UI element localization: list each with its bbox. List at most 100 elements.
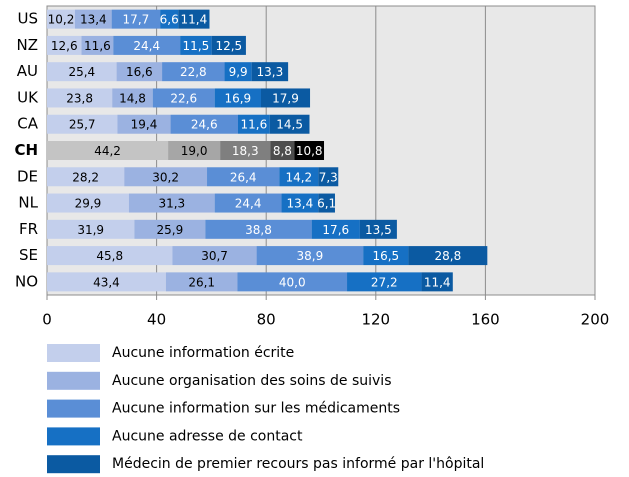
value-label: 24,6 (191, 118, 218, 132)
value-label: 24,4 (133, 39, 160, 53)
bar-segment (220, 141, 271, 160)
bar-segment (47, 141, 169, 160)
value-label: 11,5 (183, 39, 210, 53)
bar-segment (152, 88, 215, 108)
bar-segment (117, 114, 171, 134)
value-label: 14,2 (285, 170, 312, 184)
bar-segment (251, 62, 289, 82)
legend-label: Médecin de premier recours pas informé p… (112, 456, 484, 472)
bar-segment (237, 272, 348, 292)
value-label: 26,4 (230, 170, 257, 184)
bar-segment (47, 219, 135, 239)
bar-segment (134, 219, 206, 239)
bar-segment (270, 141, 295, 160)
bar-segment (279, 167, 319, 187)
bar-segment (172, 246, 257, 266)
value-label: 25,4 (68, 65, 95, 79)
value-label: 22,6 (170, 91, 197, 105)
x-tick-label: 160 (471, 311, 500, 329)
bar-segment (47, 246, 173, 266)
x-tick-label: 40 (147, 311, 166, 329)
y-tick-label: NL (18, 194, 38, 212)
value-label: 23,8 (66, 91, 93, 105)
legend-swatch (47, 455, 100, 474)
bar-segment (408, 246, 488, 266)
value-label: 13,5 (365, 223, 392, 237)
legend-label: Aucune organisation des soins de suivis (112, 373, 392, 389)
bar-segment (237, 114, 270, 134)
bar-segment (180, 35, 212, 55)
y-tick-label: SE (19, 246, 38, 264)
legend-label: Aucune information écrite (112, 345, 294, 361)
bar-segment (311, 219, 360, 239)
bar-segment (421, 272, 453, 292)
value-label: 31,3 (158, 197, 185, 211)
legend-swatch (47, 371, 100, 390)
value-label: 7,3 (319, 170, 338, 184)
value-label: 6,1 (317, 197, 336, 211)
x-tick-label: 0 (42, 311, 52, 329)
bar-segment (214, 88, 261, 108)
bar-segment (318, 167, 339, 187)
value-label: 18,3 (232, 144, 259, 158)
value-label: 19,4 (131, 118, 158, 132)
x-tick-label: 80 (257, 311, 276, 329)
bar-segment (128, 193, 215, 213)
value-label: 13,4 (287, 197, 314, 211)
y-tick-label: NZ (17, 36, 39, 54)
value-label: 25,7 (69, 118, 96, 132)
value-label: 10,8 (296, 144, 323, 158)
bar-segment (116, 62, 163, 82)
value-label: 11,6 (241, 118, 268, 132)
legend-swatch (47, 344, 100, 362)
value-label: 12,5 (215, 39, 242, 53)
value-label: 28,2 (72, 170, 99, 184)
bar-segment (47, 114, 118, 134)
bar-segment (111, 9, 161, 29)
bar-segment (170, 114, 238, 134)
value-label: 44,2 (94, 144, 121, 158)
bar-segment (205, 219, 312, 239)
value-label: 10,2 (48, 13, 75, 27)
value-label: 25,9 (157, 223, 184, 237)
value-label: 13,3 (257, 65, 284, 79)
legend-label: Aucune information sur les médicaments (112, 401, 400, 417)
bar-segment (47, 35, 82, 55)
value-label: 26,1 (188, 275, 215, 289)
value-label: 13,4 (80, 13, 107, 27)
value-label: 14,8 (119, 91, 146, 105)
bar-segment (47, 167, 125, 187)
x-tick-label: 120 (361, 311, 390, 329)
value-label: 14,5 (276, 118, 303, 132)
y-tick-label: NO (15, 272, 38, 290)
bar-segment (81, 35, 114, 55)
bar-segment (214, 193, 282, 213)
bar-segment (47, 9, 75, 29)
y-tick-label: AU (17, 62, 38, 80)
value-label: 16,5 (372, 249, 399, 263)
value-label: 30,7 (201, 249, 228, 263)
value-label: 28,8 (435, 249, 462, 263)
y-tick-label: US (17, 10, 38, 28)
bar-segment (269, 114, 310, 134)
value-label: 43,4 (93, 275, 120, 289)
value-label: 40,0 (279, 275, 306, 289)
value-label: 11,6 (84, 39, 111, 53)
bar-segment (260, 88, 311, 108)
bar-segment (47, 88, 113, 108)
bar-segment (47, 62, 117, 82)
bar-segment (256, 246, 364, 266)
bar-segment (211, 35, 246, 55)
value-label: 30,2 (152, 170, 179, 184)
bar-segment (281, 193, 319, 213)
value-label: 17,9 (272, 91, 299, 105)
bar-segment (318, 193, 335, 213)
bar-segment (74, 9, 112, 29)
y-tick-label: UK (17, 88, 39, 106)
bar-segment (47, 193, 129, 213)
y-tick-label: CA (17, 115, 38, 133)
bar-segment (294, 141, 325, 160)
bar-segment (347, 272, 422, 292)
bar-segment (162, 62, 225, 82)
